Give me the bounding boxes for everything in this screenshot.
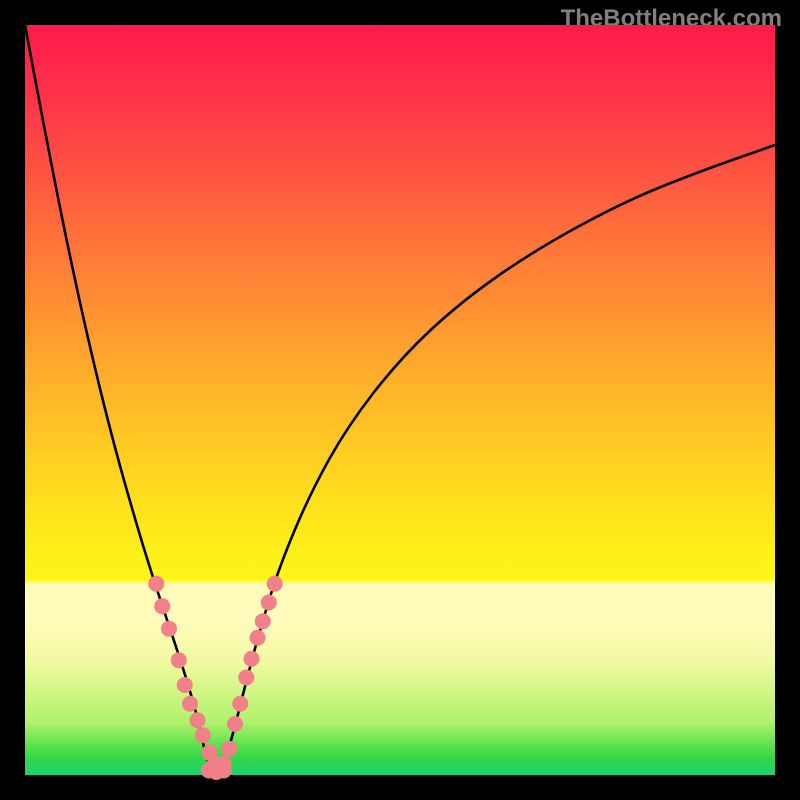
chart-svg: [0, 0, 800, 800]
data-marker: [232, 696, 248, 712]
data-marker: [261, 595, 277, 611]
data-marker: [182, 696, 198, 712]
data-marker: [195, 727, 211, 743]
data-marker: [244, 651, 260, 667]
data-marker: [267, 576, 283, 592]
data-marker: [250, 630, 266, 646]
data-marker: [148, 576, 164, 592]
data-marker: [216, 756, 232, 772]
data-marker: [255, 613, 271, 629]
plot-background: [25, 25, 775, 775]
chart-container: TheBottleneck.com: [0, 0, 800, 800]
data-marker: [177, 677, 193, 693]
data-marker: [221, 741, 237, 757]
data-marker: [227, 716, 243, 732]
data-marker: [238, 670, 254, 686]
data-marker: [154, 598, 170, 614]
data-marker: [190, 712, 206, 728]
data-marker: [161, 621, 177, 637]
data-marker: [171, 652, 187, 668]
